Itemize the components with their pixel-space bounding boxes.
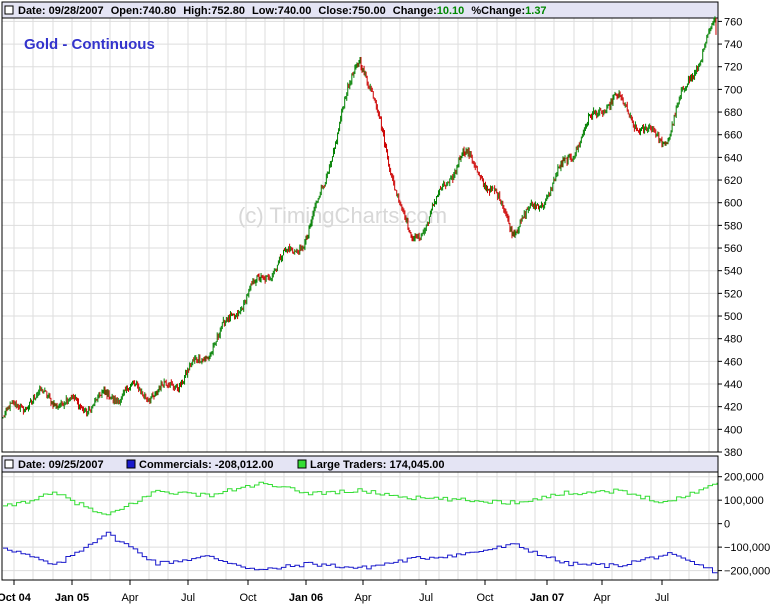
price-y-tick-label: 760 [724,16,742,28]
chart-title: Gold - Continuous [24,36,155,53]
commercials-line [3,531,718,574]
x-tick-label: Jul [655,592,669,604]
x-tick-label: Oct [476,592,493,604]
x-tick-label: Apr [593,592,610,604]
cot-y-tick-label: 0 [724,519,730,531]
x-tick-label: Jul [181,592,195,604]
large-traders-line [3,481,718,516]
price-y-tick-label: 680 [724,107,742,119]
price-grid [2,18,718,453]
cot-y-tick-label: 100,000 [724,495,764,507]
price-bars [2,16,717,419]
large-traders-legend-swatch [297,459,307,469]
x-tick-label: Oct [239,592,256,604]
commercials-legend-swatch [126,459,136,469]
price-y-tick-label: 720 [724,62,742,74]
price-y-tick-label: 520 [724,288,742,300]
price-y-tick-label: 580 [724,220,742,232]
price-y-tick-label: 560 [724,243,742,255]
x-tick-label: Jan 07 [530,592,564,604]
cot-y-tick-label: 200,000 [724,472,764,484]
cot-header-marker-box [4,459,14,469]
price-header-text: Date: 09/28/2007 Open:740.80 High:752.80… [18,5,547,17]
watermark: (c) TimingCharts.com [238,203,447,228]
x-tick-label: Apr [121,592,138,604]
price-y-tick-label: 500 [724,311,742,323]
price-y-tick-label: 540 [724,266,742,278]
cot-plot-frame [1,471,719,581]
x-axis: Oct 04 Jan 05 Apr Jul Oct Jan 06 Apr Jul Oct Jan … [0,580,669,604]
cot-y-tick-label: −200,000 [724,566,770,578]
price-y-tick-label: 480 [724,334,742,346]
price-y-tick-label: 640 [724,152,742,164]
price-y-tick-label: 740 [724,39,742,51]
price-plot-frame [1,17,719,453]
header-marker-box [4,5,14,15]
price-y-tick-label: 700 [724,84,742,96]
large-traders-legend: Large Traders: 174,045.00 [310,459,445,471]
price-y-tick-label: 460 [724,356,742,368]
x-tick-label: Jul [419,592,433,604]
x-tick-label: Jan 06 [289,592,323,604]
cot-y-axis: −200,000 −100,000 0 100,000 200,000 [718,472,770,578]
price-y-tick-label: 620 [724,175,742,187]
commercials-legend: Commercials: -208,012.00 [139,459,274,471]
price-y-tick-label: 420 [724,402,742,414]
x-tick-label: Jan 05 [55,592,89,604]
x-tick-label: Oct 04 [0,592,32,604]
price-y-tick-label: 600 [724,198,742,210]
price-y-tick-label: 400 [724,424,742,436]
price-y-tick-label: 660 [724,130,742,142]
x-tick-label: Apr [354,592,371,604]
cot-header-date: Date: 09/25/2007 [18,459,104,471]
price-y-tick-label: 440 [724,379,742,391]
price-y-axis: 380 400 420 440 460 480 500 520 540 560 580 600 620 6… [718,16,742,459]
cot-y-tick-label: −100,000 [724,542,770,554]
price-y-tick-label: 380 [724,447,742,459]
